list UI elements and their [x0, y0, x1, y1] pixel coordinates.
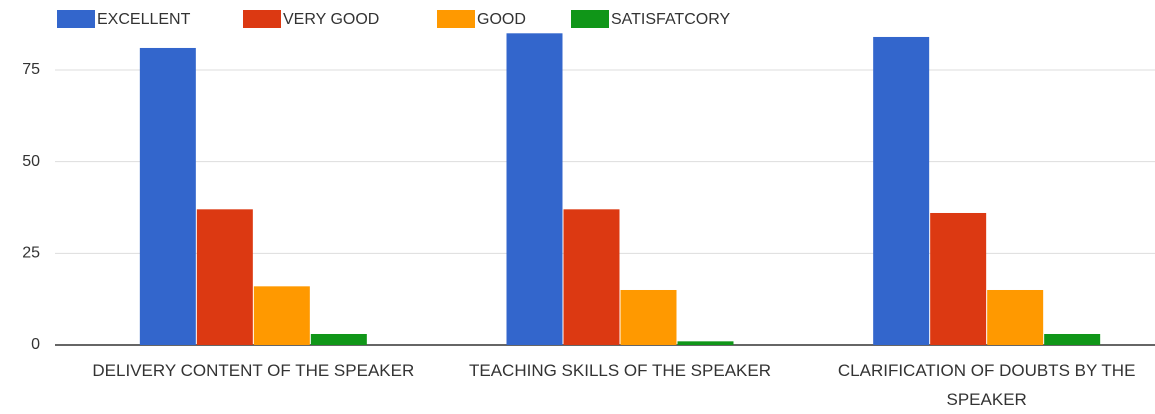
- bar: [677, 341, 734, 345]
- legend-label: VERY GOOD: [283, 11, 379, 28]
- bar: [253, 286, 310, 345]
- y-tick-label: 25: [22, 245, 40, 262]
- bar: [620, 289, 677, 345]
- legend-label: GOOD: [477, 11, 526, 28]
- y-tick-label: 75: [22, 61, 40, 78]
- legend-swatch: [57, 10, 95, 28]
- bar: [873, 36, 930, 345]
- bar: [506, 33, 563, 346]
- bar: [987, 289, 1044, 345]
- bar: [563, 209, 620, 345]
- legend-swatch: [571, 10, 609, 28]
- x-tick-label: DELIVERY CONTENT OF THE SPEAKER: [92, 361, 415, 380]
- legend-label: EXCELLENT: [97, 11, 191, 28]
- bar: [1044, 333, 1101, 345]
- y-tick-label: 50: [22, 153, 40, 170]
- bar: [196, 209, 253, 345]
- legend-swatch: [243, 10, 281, 28]
- bar: [930, 212, 987, 345]
- x-tick-label: TEACHING SKILLS OF THE SPEAKER: [469, 361, 771, 380]
- bar: [139, 47, 196, 346]
- bar: [310, 333, 367, 345]
- legend-label: SATISFATCORY: [611, 11, 730, 28]
- legend-swatch: [437, 10, 475, 28]
- y-tick-label: 0: [31, 336, 40, 353]
- x-tick-label: CLARIFICATION OF DOUBTS BY THE SPEAKER: [837, 361, 1136, 409]
